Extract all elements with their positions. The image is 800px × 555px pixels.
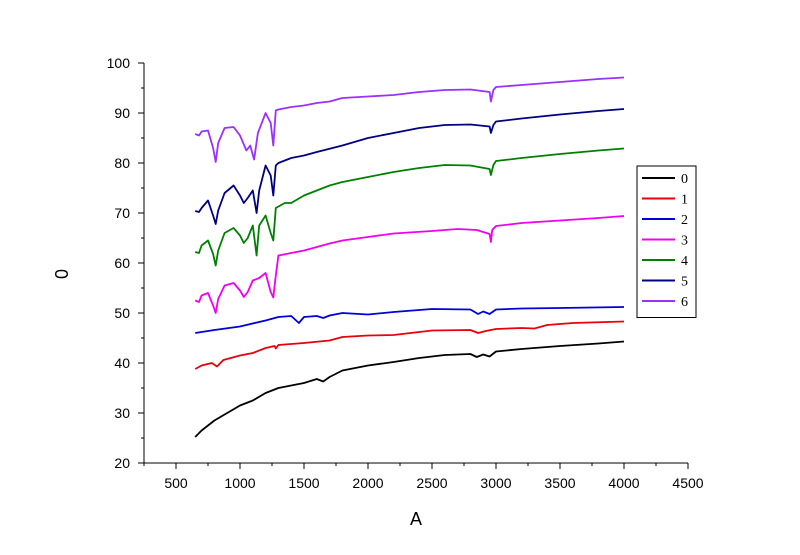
x-tick-label: 1000 (224, 475, 255, 491)
series-layer (194, 76, 625, 438)
x-tick-label: 2000 (352, 475, 383, 491)
y-tick-label: 70 (114, 205, 130, 221)
series-line-1 (194, 320, 625, 370)
series-line-0 (194, 340, 625, 438)
legend-label-1: 1 (681, 193, 688, 208)
legend-label-4: 4 (681, 254, 688, 269)
legend-label-3: 3 (681, 234, 688, 249)
y-tick-label: 40 (114, 355, 130, 371)
y-tick-label: 50 (114, 305, 130, 321)
x-tick-label: 4000 (608, 475, 639, 491)
x-tick-label: 3000 (480, 475, 511, 491)
legend-box (636, 165, 697, 318)
x-axis-label: A (410, 509, 422, 529)
legend-label-5: 5 (681, 275, 688, 290)
series-line-5 (194, 108, 625, 225)
x-tick-label: 1500 (288, 475, 319, 491)
series-line-2 (195, 306, 625, 334)
x-tick-label: 3500 (544, 475, 575, 491)
x-tick-label: 2500 (416, 475, 447, 491)
series-line-4 (194, 147, 625, 267)
y-tick-label: 90 (114, 105, 130, 121)
legend-label-2: 2 (681, 213, 688, 228)
series-line-3 (194, 215, 625, 314)
tick-labels: 500 1000 1500 2000 2500 3000 3500 4000 450020304… (107, 55, 704, 491)
y-axis-label: 0 (52, 269, 72, 279)
x-tick-label: 500 (164, 475, 188, 491)
x-tick-label: 4500 (672, 475, 703, 491)
legend-label-6: 6 (681, 295, 688, 310)
y-tick-label: 60 (114, 255, 130, 271)
y-tick-label: 20 (114, 455, 130, 471)
legend: 0 1 2 3 4 5 6 (636, 165, 697, 318)
series-line-6 (194, 76, 625, 163)
y-tick-label: 30 (114, 405, 130, 421)
legend-label-0: 0 (681, 172, 688, 187)
y-tick-label: 80 (114, 155, 130, 171)
axes (138, 62, 689, 469)
y-tick-label: 100 (107, 55, 131, 71)
